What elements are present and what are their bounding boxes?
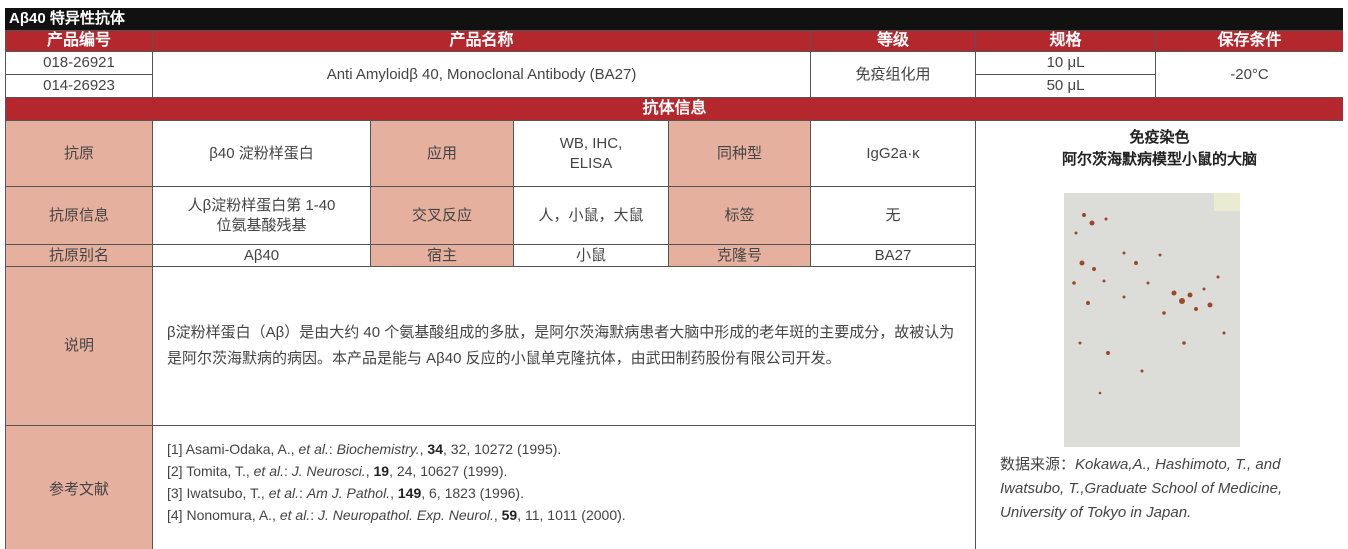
ref-text: : xyxy=(328,441,337,457)
info-row: 抗原别名 Aβ40 宿主 小鼠 克隆号 BA27 xyxy=(5,244,1344,267)
info-value: 小鼠 xyxy=(513,244,669,267)
ref-text: , xyxy=(390,485,398,501)
ref-text: , 6, 1823 (1996). xyxy=(421,485,524,501)
ref-text: : xyxy=(310,507,318,523)
description-row: 说明 β淀粉样蛋白（Aβ）是由大约 40 个氨基酸组成的多肽，是阿尔茨海默病患者… xyxy=(5,266,1344,426)
reference: [3] Iwatsubo, T., et al.: Am J. Pathol.,… xyxy=(167,482,971,504)
ref-volume: 59 xyxy=(501,507,518,523)
ref-text: : xyxy=(284,463,292,479)
info-row: 抗原 β40 淀粉样蛋白 应用 WB, IHC, ELISA 同种型 IgG2a… xyxy=(5,120,1343,549)
reference: [2] Tomita, T., et al.: J. Neurosci., 19… xyxy=(167,460,971,482)
figure-cell: 免疫染色 阿尔茨海默病模型小鼠的大脑 数据来源：Kokawa, xyxy=(975,120,1343,549)
header-cell: 保存条件 xyxy=(1155,30,1343,52)
image-bg xyxy=(1064,193,1241,447)
info-label: 抗原 xyxy=(5,120,153,187)
info-value: WB, IHC, ELISA xyxy=(513,120,669,187)
sheet: Aβ40 特异性抗体 产品编号 产品名称 等级 规格 保存条件 018-2692… xyxy=(5,8,1343,549)
info-row: 抗原信息 人β淀粉样蛋白第 1-40 位氨基酸残基 交叉反应 人，小鼠，大鼠 标… xyxy=(5,186,1344,245)
info-value: 人β淀粉样蛋白第 1-40 位氨基酸残基 xyxy=(152,186,371,245)
info-label: 克隆号 xyxy=(667,244,812,267)
info-value: 无 xyxy=(810,186,977,245)
figure-subtitle: 阿尔茨海默病模型小鼠的大脑 xyxy=(1062,151,1258,168)
ref-italic: et al. xyxy=(298,441,329,457)
ref-text: , 11, 1011 (2000). xyxy=(517,507,626,523)
ref-text: [2] Tomita, T., xyxy=(167,463,254,479)
section-header: 抗体信息 xyxy=(5,97,1343,121)
info-label: 参考文献 xyxy=(5,425,153,549)
section-row: 抗体信息 xyxy=(5,97,1343,121)
info-value: β40 淀粉样蛋白 xyxy=(152,120,371,187)
ref-journal: Biochemistry. xyxy=(336,441,420,457)
storage: -20°C xyxy=(1155,51,1343,98)
info-value: 人，小鼠，大鼠 xyxy=(513,186,669,245)
info-label: 应用 xyxy=(370,120,514,187)
ref-text: , xyxy=(493,507,502,523)
page-title: Aβ40 特异性抗体 xyxy=(5,8,1343,30)
header-cell: 等级 xyxy=(810,30,977,52)
references: [1] Asami-Odaka, A., et al.: Biochemistr… xyxy=(151,425,977,549)
header-cell: 产品编号 xyxy=(5,30,153,52)
ref-italic: et al. xyxy=(279,507,311,523)
ref-text: , 24, 10627 (1999). xyxy=(389,463,508,479)
size: 50 μL xyxy=(975,74,1157,98)
ref-italic: et al. xyxy=(253,463,284,479)
ref-journal: J. Neuropathol. Exp. Neurol. xyxy=(317,507,494,523)
product-code: 018-26921 xyxy=(5,51,153,75)
spec-table: 产品编号 产品名称 等级 规格 保存条件 018-26921 Anti Amyl… xyxy=(5,30,1343,549)
references-row: 参考文献 [1] Asami-Odaka, A., et al.: Bioche… xyxy=(5,425,1344,549)
product-row: 018-26921 Anti Amyloidβ 40, Monoclonal A… xyxy=(5,51,1343,98)
figure-image xyxy=(1064,193,1241,447)
ref-text: : xyxy=(299,485,307,501)
ref-italic: et al. xyxy=(268,485,300,501)
header-row: 产品编号 产品名称 等级 规格 保存条件 xyxy=(5,30,1343,52)
ref-text: [4] Nonomura, A., xyxy=(167,507,280,523)
product-name: Anti Amyloidβ 40, Monoclonal Antibody (B… xyxy=(151,51,812,98)
info-value: IgG2a·κ xyxy=(810,120,977,187)
ref-text: , xyxy=(419,441,428,457)
ref-journal: J. Neurosci. xyxy=(291,463,366,479)
figure-title: 免疫染色 xyxy=(1129,129,1190,146)
info-label: 抗原信息 xyxy=(5,186,153,245)
ref-text: , 32, 10272 (1995). xyxy=(443,441,562,457)
info-label: 抗原别名 xyxy=(5,244,153,267)
info-value: BA27 xyxy=(810,244,977,267)
ref-text: [3] Iwatsubo, T., xyxy=(167,485,269,501)
ref-volume: 19 xyxy=(373,463,390,479)
ref-text: , xyxy=(365,463,374,479)
ref-journal: Am J. Pathol. xyxy=(306,485,391,501)
figure-caption: 数据来源：Kokawa,A., Hashimoto, T., and Iwats… xyxy=(1000,453,1335,525)
stain-dots xyxy=(1072,213,1226,395)
product-row: 014-26923 50 μL xyxy=(5,74,1344,98)
product-code: 014-26923 xyxy=(5,74,153,98)
header-cell: 规格 xyxy=(975,30,1157,52)
size: 10 μL xyxy=(975,51,1157,75)
image-corner xyxy=(1214,193,1241,211)
info-label: 同种型 xyxy=(667,120,812,187)
header-cell: 产品名称 xyxy=(151,30,812,52)
caption-text: Kokawa,A., Hashimoto, T., and Iwatsubo, … xyxy=(1000,456,1283,521)
info-label: 交叉反应 xyxy=(370,186,514,245)
info-label: 说明 xyxy=(5,266,153,426)
ref-volume: 149 xyxy=(397,485,422,501)
reference: [4] Nonomura, A., et al.: J. Neuropathol… xyxy=(167,504,971,526)
caption-prefix: 数据来源： xyxy=(1000,456,1076,473)
grade: 免疫组化用 xyxy=(810,51,977,98)
ref-volume: 34 xyxy=(427,441,443,457)
info-label: 标签 xyxy=(667,186,812,245)
info-value: Aβ40 xyxy=(152,244,371,267)
description: β淀粉样蛋白（Aβ）是由大约 40 个氨基酸组成的多肽，是阿尔茨海默病患者大脑中… xyxy=(151,266,977,426)
info-label: 宿主 xyxy=(370,244,514,267)
ref-text: [1] Asami-Odaka, A., xyxy=(167,441,299,457)
reference: [1] Asami-Odaka, A., et al.: Biochemistr… xyxy=(167,438,971,460)
